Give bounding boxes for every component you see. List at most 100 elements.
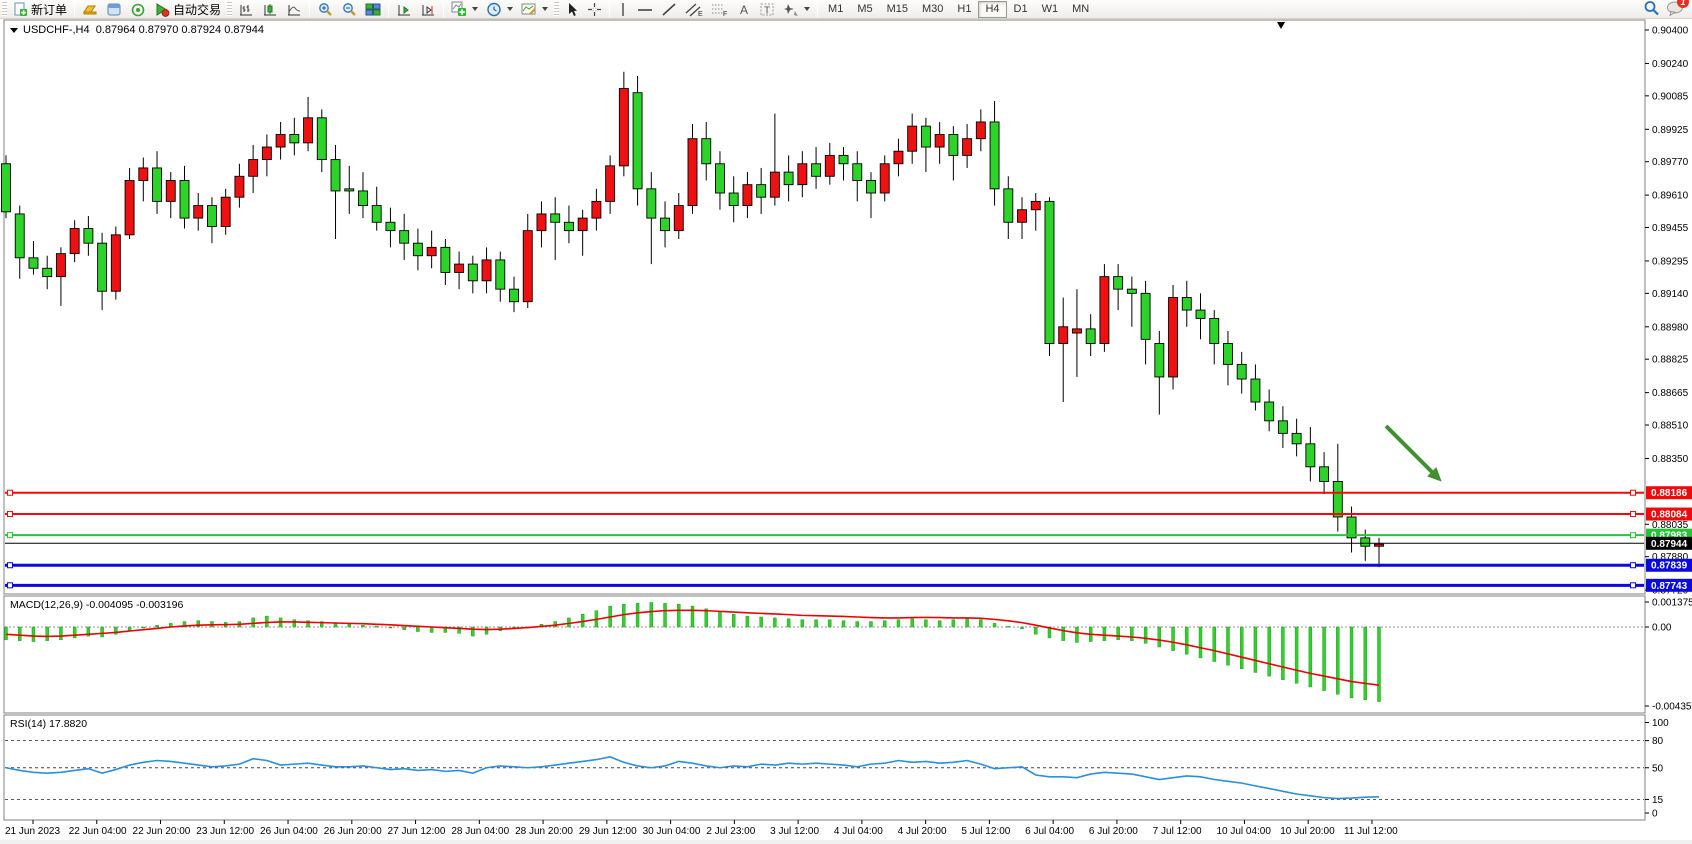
- macd-histogram-bar: [718, 611, 722, 628]
- fibonacci-tool-button[interactable]: F: [707, 0, 733, 18]
- notifications-button[interactable]: 1: [1666, 0, 1689, 19]
- line-handle[interactable]: [7, 532, 13, 539]
- candle-body: [852, 163, 863, 181]
- trend-arrow-object[interactable]: [1384, 424, 1438, 478]
- macd-histogram-bar: [937, 620, 942, 628]
- zoom-in-button[interactable]: [313, 0, 337, 18]
- time-axis-label: 2 Jul 23:00: [706, 826, 755, 837]
- notification-badge: 1: [1677, 0, 1689, 8]
- line-handle[interactable]: [7, 511, 13, 518]
- text-label-tool-button[interactable]: T: [755, 0, 779, 18]
- line-handle[interactable]: [1630, 582, 1636, 589]
- arrows-tool-button[interactable]: [779, 0, 814, 18]
- chart-shift-marker-icon[interactable]: [1277, 22, 1285, 29]
- candle-body: [1181, 297, 1192, 311]
- period-button-M1[interactable]: M1: [821, 1, 850, 18]
- macd-histogram-bar: [910, 618, 914, 628]
- trendline-icon: [661, 2, 677, 17]
- period-button-MN[interactable]: MN: [1065, 1, 1096, 18]
- line-handle[interactable]: [1630, 511, 1636, 518]
- tile-windows-button[interactable]: [361, 0, 385, 18]
- terminal-window-icon: [106, 2, 122, 17]
- rsi-line: [5, 756, 1380, 800]
- candle-body: [1223, 343, 1233, 365]
- search-icon[interactable]: [1643, 0, 1660, 19]
- line-chart-mode-button[interactable]: [282, 0, 306, 18]
- signals-button[interactable]: [126, 0, 150, 18]
- symbol-dropdown-icon[interactable]: [10, 28, 18, 33]
- period-button-M5[interactable]: M5: [850, 1, 879, 18]
- candle-body: [1360, 537, 1371, 547]
- candle-body: [330, 159, 341, 192]
- line-handle[interactable]: [7, 582, 13, 589]
- cursor-tool-button[interactable]: [561, 0, 583, 18]
- chart-period-button[interactable]: [482, 0, 517, 18]
- candle-body: [1, 163, 11, 213]
- candle-body: [769, 171, 780, 198]
- trend-arrow-head[interactable]: [1427, 467, 1442, 482]
- candle-body: [289, 134, 300, 144]
- zoom-out-button[interactable]: [337, 0, 361, 18]
- line-handle[interactable]: [1630, 532, 1636, 539]
- chart-shift-button[interactable]: [416, 0, 440, 18]
- trendline-tool-button[interactable]: [657, 0, 681, 18]
- macd-histogram-bar: [416, 626, 420, 632]
- period-button-H4[interactable]: H4: [978, 0, 1007, 18]
- macd-axis-label: 0.001375: [1652, 598, 1692, 609]
- time-axis-label: 22 Jun 04:00: [69, 826, 127, 837]
- macd-histogram-bar: [1281, 626, 1285, 680]
- crosshair-tool-button[interactable]: [583, 0, 606, 18]
- macd-indicator-label: MACD(12,26,9) -0.004095 -0.003196: [10, 599, 184, 611]
- candle-body: [866, 180, 876, 194]
- vertical-line-tool-button[interactable]: [613, 0, 633, 18]
- macd-histogram-bar: [855, 621, 859, 628]
- candle-body: [591, 200, 602, 219]
- equidistant-channel-tool-button[interactable]: E: [681, 0, 707, 18]
- candle-body: [206, 205, 217, 227]
- bar-chart-icon: [238, 2, 254, 17]
- candle-body: [110, 234, 121, 292]
- indicators-button[interactable]: [447, 0, 482, 18]
- templates-caret-icon: [542, 7, 549, 11]
- candle-body: [893, 150, 904, 165]
- text-tool-button[interactable]: A: [733, 0, 755, 18]
- period-button-W1[interactable]: W1: [1035, 1, 1066, 18]
- new-order-button[interactable]: 新订单: [9, 0, 71, 18]
- line-handle[interactable]: [7, 562, 13, 569]
- autotrading-button[interactable]: 自动交易: [150, 0, 225, 18]
- macd-histogram-bar: [1075, 626, 1079, 643]
- macd-histogram-bar: [1239, 626, 1244, 670]
- candle-body: [28, 257, 39, 269]
- candle-body: [756, 184, 767, 198]
- price-axis-label: 0.89925: [1652, 125, 1689, 136]
- terminal-window-button[interactable]: [102, 0, 126, 18]
- line-handle[interactable]: [1630, 562, 1636, 569]
- macd-histogram-bar: [1198, 626, 1203, 659]
- horizontal-line-icon: [637, 2, 653, 17]
- line-handle[interactable]: [1630, 489, 1636, 496]
- period-button-M30[interactable]: M30: [915, 1, 950, 18]
- horizontal-line-tool-button[interactable]: [633, 0, 657, 18]
- bar-chart-mode-button[interactable]: [234, 0, 258, 18]
- candle-body: [618, 88, 629, 167]
- line-handle[interactable]: [7, 489, 13, 496]
- candle-body: [1168, 297, 1179, 378]
- macd-histogram-bar: [622, 604, 626, 628]
- metaeditor-button[interactable]: [78, 0, 102, 18]
- toolbar-grip: [227, 2, 233, 16]
- period-button-H1[interactable]: H1: [950, 1, 978, 18]
- macd-histogram-bar: [320, 621, 324, 628]
- macd-histogram-bar: [471, 626, 475, 637]
- new-order-icon: [13, 2, 28, 17]
- period-button-M15[interactable]: M15: [880, 1, 915, 18]
- quote-close: 0.87944: [224, 24, 264, 36]
- period-button-D1[interactable]: D1: [1007, 1, 1035, 18]
- auto-scroll-button[interactable]: [392, 0, 416, 18]
- quote-low: 0.87924: [181, 24, 222, 36]
- macd-histogram-bar: [1226, 626, 1230, 666]
- candle-body: [1003, 188, 1014, 223]
- candlestick-icon: [262, 2, 278, 17]
- templates-button[interactable]: [517, 0, 552, 18]
- candlestick-mode-button[interactable]: [258, 0, 282, 18]
